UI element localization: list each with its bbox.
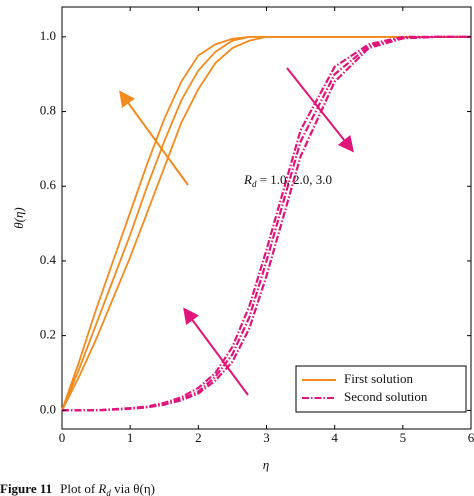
legend-box bbox=[295, 365, 467, 413]
arrow bbox=[119, 90, 189, 186]
x-axis-label: η bbox=[263, 457, 269, 472]
y-axis-label: θ(η) bbox=[11, 207, 26, 229]
caption-base: R bbox=[97, 481, 106, 496]
legend-label: Second solution bbox=[344, 389, 428, 404]
x-tick-label: 5 bbox=[400, 430, 407, 445]
arrow bbox=[286, 67, 354, 153]
series-line bbox=[62, 35, 471, 412]
annotation-sub: d bbox=[252, 179, 257, 189]
x-tick-label: 2 bbox=[195, 430, 202, 445]
series-line bbox=[61, 35, 471, 411]
series-line bbox=[62, 35, 471, 412]
caption-label: Figure 11 bbox=[0, 481, 52, 496]
arrow bbox=[183, 307, 249, 396]
annotation-base: R bbox=[243, 172, 252, 187]
y-tick-label: 1.0 bbox=[40, 28, 56, 43]
caption: Figure 11 Plot of Rd via θ(η) bbox=[0, 481, 155, 496]
y-tick-label: 0.0 bbox=[40, 401, 56, 416]
series-line bbox=[61, 35, 471, 411]
y-tick-label: 0.8 bbox=[40, 103, 56, 118]
y-tick-label: 0.6 bbox=[40, 177, 57, 192]
caption-tail: via θ(η) bbox=[111, 481, 155, 496]
y-tick-label: 0.4 bbox=[40, 252, 57, 267]
series-line bbox=[61, 35, 471, 411]
caption-sub: d bbox=[106, 488, 111, 496]
caption-text: Plot of bbox=[60, 481, 98, 496]
x-tick-label: 1 bbox=[127, 430, 134, 445]
x-tick-label: 4 bbox=[331, 430, 338, 445]
legend-label: First solution bbox=[344, 371, 413, 386]
y-tick-label: 0.2 bbox=[40, 327, 56, 342]
x-tick-label: 0 bbox=[59, 430, 66, 445]
annotation-text: = 1.0, 2.0, 3.0 bbox=[256, 172, 332, 187]
x-tick-label: 3 bbox=[263, 430, 270, 445]
x-tick-label: 6 bbox=[468, 430, 474, 445]
series-line bbox=[62, 35, 471, 412]
annotation: Rd = 1.0, 2.0, 3.0 bbox=[243, 172, 332, 189]
